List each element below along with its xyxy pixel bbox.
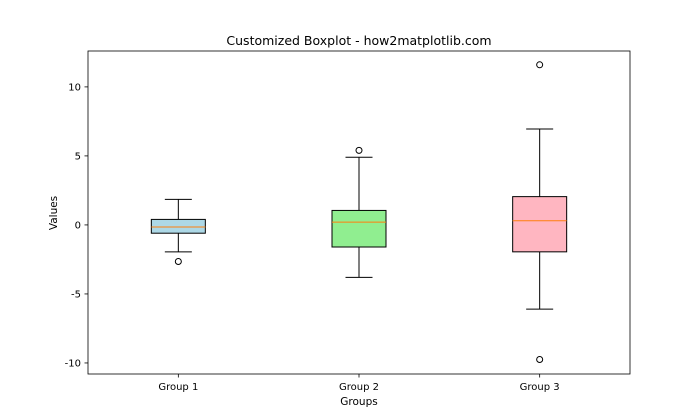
x-tick-label: Group 2 (339, 382, 379, 393)
box-body (150, 218, 206, 234)
y-tick-label: -10 (65, 358, 81, 369)
x-axis-label: Groups (340, 396, 377, 408)
plot-area: -10 -5 0 5 10 Group 1 Group 2 Group 3 (65, 50, 631, 393)
outlier-point (536, 356, 544, 364)
box-body (512, 196, 568, 253)
y-tick-label: 5 (75, 151, 81, 162)
outlier-point (536, 61, 544, 69)
chart-title: Customized Boxplot - how2matplotlib.com (226, 33, 491, 48)
y-tick-label: -5 (71, 289, 81, 300)
outlier-point (355, 146, 363, 154)
y-tick-label: 0 (75, 220, 81, 231)
box-body (331, 209, 387, 248)
outlier-point (174, 258, 182, 266)
x-tick-label: Group 1 (158, 382, 198, 393)
y-axis-label: Values (48, 196, 60, 230)
y-tick-label: 10 (68, 82, 81, 93)
x-tick-label: Group 3 (520, 382, 560, 393)
